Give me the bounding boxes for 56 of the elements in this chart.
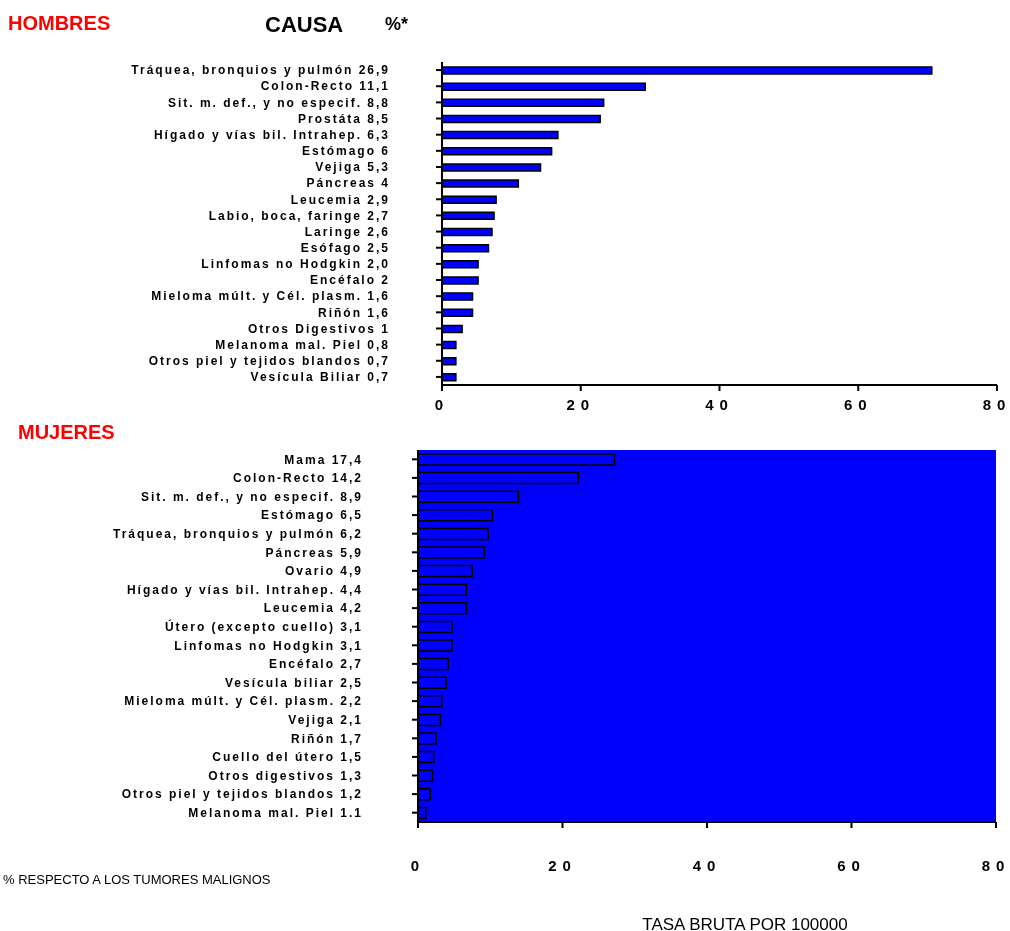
y-tick-label: Prostáta 8,5 [297, 111, 390, 126]
x-tick-label: 80 [981, 856, 1010, 874]
y-tick-label: Hígado y vías bil. Intrahep. 6,3 [153, 127, 390, 142]
y-tick-label: Otros Digestivos 1 [247, 321, 390, 336]
x-tick-label: 0 [410, 856, 426, 874]
text: %* [385, 14, 409, 35]
y-tick-label: Labio, boca, faringe 2,7 [208, 208, 390, 223]
y-tick-label: Tráquea, bronquios y pulmón 26,9 [131, 63, 390, 78]
text: % RESPECTO A LOS TUMORES MALIGNOS [3, 872, 271, 887]
y-tick-label: Esófago 2,5 [300, 240, 390, 255]
y-tick-label: Vejiga 2,1 [288, 712, 363, 727]
y-tick-label: Laringe 2,6 [304, 224, 390, 239]
y-tick-label: Melanoma mal. Piel 0,8 [215, 337, 390, 352]
y-tick-label: Riñón 1,7 [290, 731, 363, 746]
y-tick-label: Cuello del útero 1,5 [212, 750, 363, 765]
y-tick-label: Encéfalo 2,7 [268, 657, 363, 672]
y-tick-label: Mama 17,4 [284, 452, 363, 467]
y-tick-label: Otros piel y tejidos blandos 0,7 [148, 354, 390, 369]
y-tick-label: Riñón 1,6 [317, 305, 390, 320]
y-tick-label: Estómago 6,5 [260, 508, 363, 523]
x-tick-label: 20 [566, 395, 596, 413]
text: HOMBRES [8, 12, 111, 35]
y-tick-label: Páncreas 5,9 [265, 545, 363, 560]
y-tick-label: Ovario 4,9 [284, 564, 363, 579]
y-tick-label: Colon-Recto 11,1 [260, 79, 390, 94]
text: MUJERES [18, 421, 115, 444]
y-tick-label: Melanoma mal. Piel 1.1 [188, 805, 363, 820]
y-tick-label: Hígado y vías bil. Intrahep. 4,4 [126, 582, 363, 597]
y-tick-label: Linfomas no Hodgkin 2,0 [201, 257, 390, 272]
y-tick-label: Sit. m. def., y no especif. 8,8 [167, 95, 390, 110]
x-tick-label: 20 [548, 856, 577, 874]
y-tick-label: Linfomas no Hodgkin 3,1 [174, 638, 363, 653]
y-tick-label: Sit. m. def., y no especif. 8,9 [140, 489, 363, 504]
y-tick-label: Mieloma múlt. y Cél. plasm. 2,2 [124, 694, 363, 709]
x-tick-label: 40 [705, 395, 734, 413]
y-tick-label: Vejiga 5,3 [315, 160, 390, 175]
text: CAUSA [265, 12, 344, 38]
x-tick-label: 0 [434, 395, 450, 413]
y-tick-label: Tráquea, bronquios y pulmón 6,2 [112, 526, 363, 541]
y-tick-label: Encéfalo 2 [309, 273, 390, 288]
y-tick-label: Otros digestivos 1,3 [208, 768, 363, 783]
y-tick-label: Otros piel y tejidos blandos 1,2 [121, 787, 363, 802]
y-tick-label: Vesícula Biliar 0,7 [250, 370, 390, 385]
y-tick-label: Leucemia 4,2 [263, 601, 363, 616]
x-axis-title: TASA BRUTA POR 100000 [642, 915, 848, 931]
y-tick-label: Páncreas 4 [306, 176, 390, 191]
y-tick-label: Útero (excepto cuello) 3,1 [164, 618, 363, 634]
x-tick-label: 40 [692, 856, 722, 874]
x-tick-label: 60 [843, 395, 873, 413]
y-tick-label: Estómago 6 [301, 144, 390, 159]
y-tick-label: Colon-Recto 14,2 [232, 471, 363, 486]
y-tick-label: Mieloma múlt. y Cél. plasm. 1,6 [151, 289, 390, 304]
x-tick-label: 60 [837, 856, 866, 874]
y-tick-label: Vesícula biliar 2,5 [224, 675, 363, 690]
y-tick-label: Leucemia 2,9 [290, 192, 390, 207]
x-tick-label: 80 [982, 395, 1010, 413]
